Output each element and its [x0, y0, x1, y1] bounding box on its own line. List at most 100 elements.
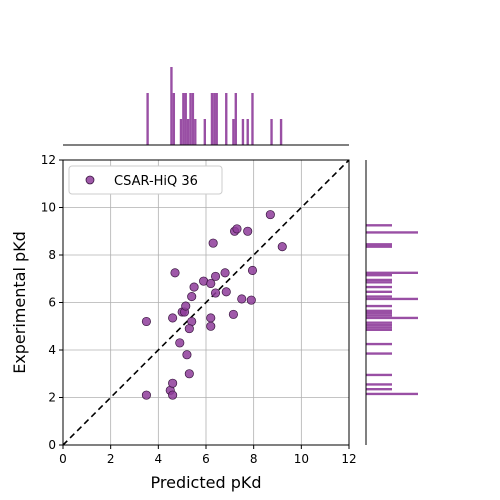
histogram-bar	[184, 93, 187, 145]
data-point	[265, 210, 275, 220]
histogram-bar	[279, 119, 283, 145]
histogram-bar	[203, 119, 206, 145]
histogram-bar	[366, 290, 392, 293]
x-tick-label: 0	[59, 452, 67, 466]
data-point	[220, 268, 230, 278]
data-point	[206, 278, 216, 289]
histogram-bar	[366, 328, 392, 331]
y-tick-label: 10	[41, 201, 56, 215]
histogram-bar	[225, 93, 228, 145]
y-tick-label: 8	[48, 248, 56, 262]
data-point	[277, 242, 287, 252]
data-point	[175, 338, 185, 348]
histogram-bar	[366, 321, 392, 324]
histogram-bar	[170, 67, 173, 145]
data-point	[141, 390, 151, 400]
histogram-bar	[366, 295, 392, 298]
histogram-bar	[366, 281, 392, 284]
histogram-bar	[366, 245, 392, 248]
histogram-bar	[179, 119, 183, 145]
y-axis-label: Experimental pKd	[10, 231, 29, 374]
data-point	[208, 238, 218, 248]
histogram-bar	[366, 274, 392, 277]
x-tick-label: 2	[107, 452, 115, 466]
data-point	[170, 268, 180, 278]
histogram-bar	[366, 304, 392, 308]
data-point	[221, 287, 231, 297]
histogram-bar	[366, 224, 392, 227]
histogram-bar	[251, 93, 254, 145]
histogram-bar	[366, 243, 392, 246]
histogram-bar	[366, 285, 392, 289]
histogram-bar	[366, 373, 392, 377]
y-axis-ticks: 0 2 4 6 8 10 12	[41, 153, 63, 452]
histogram-bar	[215, 93, 218, 145]
data-point	[182, 350, 192, 360]
data-point	[168, 390, 178, 400]
histogram-bar	[366, 316, 418, 320]
histogram-bar	[232, 119, 235, 145]
data-point	[184, 369, 194, 379]
legend-box	[68, 165, 223, 195]
histogram-bar	[146, 93, 149, 145]
right-marginal-histogram	[366, 224, 418, 396]
histogram-bar	[366, 314, 392, 317]
x-tick-label: 6	[202, 452, 210, 466]
data-point	[168, 378, 178, 388]
data-point	[232, 224, 242, 234]
histogram-bar	[189, 93, 192, 145]
histogram-bar	[182, 93, 185, 145]
histogram-bar	[366, 297, 418, 301]
y-tick-label: 4	[48, 343, 56, 357]
data-point	[210, 288, 221, 298]
top-marginal-histogram	[146, 67, 283, 145]
histogram-bar	[366, 271, 418, 274]
histogram-bar	[366, 278, 392, 282]
y-tick-label: 6	[48, 296, 56, 310]
data-point	[141, 316, 151, 327]
histogram-bar	[186, 119, 190, 145]
histogram-bar	[366, 323, 392, 327]
data-point	[206, 313, 216, 323]
data-point	[168, 313, 178, 323]
histogram-bar	[366, 352, 392, 355]
data-point	[210, 271, 221, 281]
legend-label: CSAR-HiQ 36	[114, 174, 198, 189]
x-axis-label: Predicted pKd	[151, 473, 262, 492]
identity-reference-line	[62, 159, 350, 446]
histogram-bar	[366, 383, 392, 386]
legend: CSAR-HiQ 36	[68, 165, 223, 195]
data-point	[243, 226, 253, 236]
histogram-bar	[366, 312, 392, 315]
data-point	[184, 324, 194, 334]
scatter-points	[141, 210, 287, 400]
histogram-bar	[191, 93, 195, 145]
data-point	[187, 292, 197, 302]
data-point	[181, 301, 191, 311]
histogram-bar	[270, 119, 273, 145]
data-point	[247, 265, 258, 275]
data-point	[189, 282, 199, 292]
y-tick-label: 12	[41, 153, 56, 167]
y-tick-label: 2	[48, 391, 56, 405]
data-point	[206, 321, 216, 331]
x-tick-label: 10	[294, 452, 309, 466]
histogram-bar	[210, 93, 214, 145]
histogram-bar	[366, 342, 392, 346]
histogram-bar	[366, 326, 392, 329]
histogram-bar	[366, 309, 392, 312]
histogram-bar	[172, 93, 176, 145]
x-axis-ticks: 0 2 4 6 8 10 12	[59, 445, 357, 466]
x-tick-label: 12	[341, 452, 356, 466]
histogram-bar	[246, 119, 249, 145]
x-tick-label: 8	[250, 452, 258, 466]
y-tick-label: 0	[48, 438, 56, 452]
legend-marker	[85, 175, 95, 185]
histogram-bar	[366, 392, 418, 396]
histogram-bar	[366, 388, 392, 391]
histogram-bar	[241, 119, 245, 145]
histogram-bar	[213, 93, 216, 145]
histogram-bar	[234, 93, 237, 145]
data-point	[237, 294, 247, 304]
